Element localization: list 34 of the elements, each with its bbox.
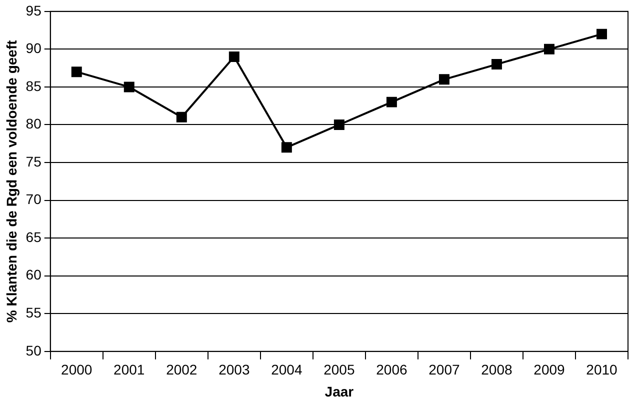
x-tick-label: 2004 [271,362,302,378]
y-axis-title: % Klanten die de Rgd een voldoende geeft [3,40,20,323]
x-tick-label: 2006 [376,362,408,378]
y-tick-label: 75 [26,153,42,170]
x-axis-title: Jaar [324,383,354,400]
point [438,74,450,85]
x-tick-label: 2009 [534,362,566,378]
point [281,142,292,153]
y-tick-label: 55 [26,304,42,320]
point [596,28,607,40]
point [228,51,240,62]
x-tick-label: 2007 [428,362,460,378]
y-tick-label: 90 [26,40,42,56]
y-tick-label: 50 [26,342,42,358]
y-tick-label: 95 [26,2,42,18]
point [124,82,134,92]
point [334,119,344,130]
point [71,66,82,78]
point [386,96,397,108]
x-tick-label: 2010 [586,362,618,378]
point [544,44,554,54]
x-tick-label: 2003 [218,362,250,378]
x-tick-label: 2005 [324,362,355,378]
y-tick-label: 85 [26,78,42,94]
point [491,59,502,70]
x-tick-label: 2001 [114,362,145,378]
y-tick-label: 60 [26,266,42,283]
y-tick-label: 80 [26,116,42,132]
x-tick-label: 2008 [481,362,512,378]
x-tick-label: 2002 [166,362,198,378]
point [176,112,187,122]
x-tick-label: 2000 [61,362,92,378]
y-tick-label: 65 [26,228,42,245]
y-tick-label: 70 [26,191,42,208]
